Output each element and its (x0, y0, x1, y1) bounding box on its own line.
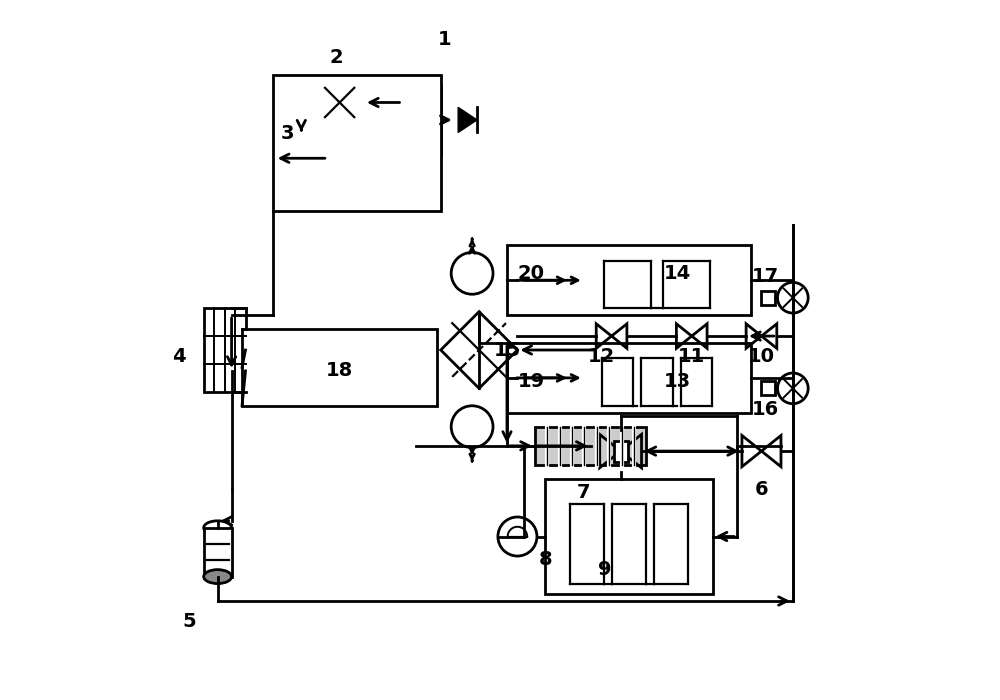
Text: 6: 6 (755, 480, 768, 499)
Bar (273, 75, 441, 211)
Text: 9: 9 (598, 560, 611, 579)
Text: 20: 20 (518, 264, 545, 283)
Text: 15: 15 (493, 340, 521, 360)
Bar (507, 246, 751, 315)
Bar (402, 85, 441, 155)
Bar (242, 329, 437, 406)
Text: 10: 10 (748, 347, 775, 367)
Text: 14: 14 (664, 264, 691, 283)
Text: 17: 17 (751, 267, 779, 286)
Text: 4: 4 (172, 347, 186, 367)
Bar (761, 382, 775, 395)
Text: 12: 12 (587, 347, 615, 367)
Text: 5: 5 (183, 612, 197, 631)
Text: 1: 1 (437, 30, 451, 49)
Bar (545, 479, 713, 594)
Bar (204, 308, 246, 392)
Text: 16: 16 (751, 400, 779, 419)
Bar (535, 427, 646, 465)
Text: 13: 13 (664, 372, 691, 391)
Bar (614, 440, 628, 461)
Polygon shape (458, 107, 477, 132)
Bar (204, 528, 232, 577)
Text: 19: 19 (518, 372, 545, 391)
Bar (507, 343, 751, 413)
Ellipse shape (204, 570, 232, 584)
Text: 18: 18 (326, 361, 353, 380)
Bar (761, 290, 775, 304)
Text: 3: 3 (281, 125, 294, 144)
Text: 11: 11 (678, 347, 705, 367)
Text: 8: 8 (539, 550, 552, 568)
Text: 7: 7 (577, 484, 590, 503)
Text: 2: 2 (329, 48, 343, 66)
